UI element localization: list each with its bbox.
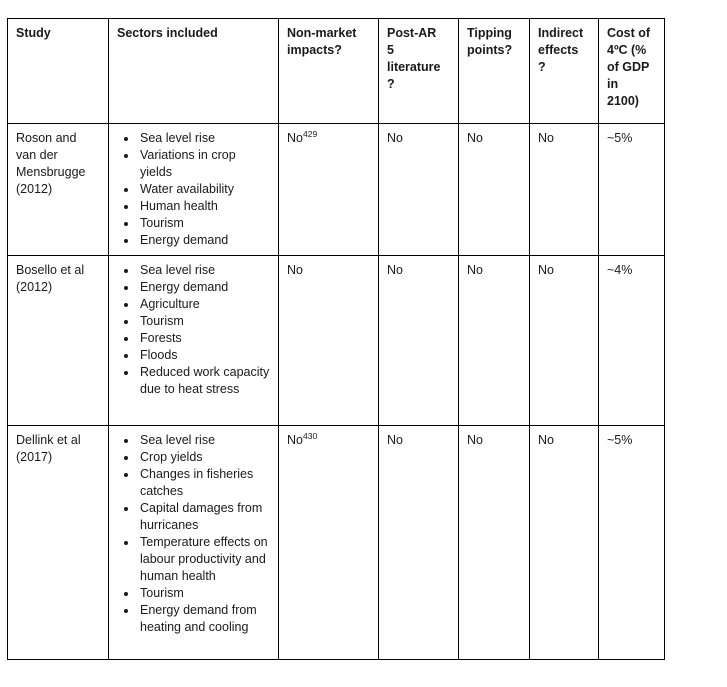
column-header-sectors: Sectors included	[108, 18, 279, 124]
sector-item: Capital damages from hurricanes	[138, 500, 270, 534]
study-name: Bosello et al (2012)	[16, 263, 85, 294]
tipping-points-cell: No	[458, 425, 530, 660]
non-market-value: No	[287, 131, 303, 145]
sector-item: Sea level rise	[138, 262, 270, 279]
column-header-study: Study	[7, 18, 109, 124]
sector-item: Energy demand from heating and cooling	[138, 602, 270, 636]
sector-item: Changes in fisheries catches	[138, 466, 270, 500]
sector-item: Sea level rise	[138, 130, 270, 147]
column-header-post-ar5: Post-AR 5 literature ?	[378, 18, 459, 124]
indirect-effects-cell: No	[529, 123, 599, 256]
sector-item: Energy demand	[138, 232, 270, 249]
sectors-cell: Sea level rise Energy demand Agriculture…	[108, 255, 279, 426]
indirect-effects-cell: No	[529, 425, 599, 660]
table-header-row: Study Sectors included Non-market impact…	[7, 18, 665, 124]
column-header-non-market: Non-market impacts?	[278, 18, 379, 124]
post-ar5-cell: No	[378, 123, 459, 256]
non-market-cell: No430	[278, 425, 379, 660]
post-ar5-cell: No	[378, 425, 459, 660]
cost-cell: ~4%	[598, 255, 665, 426]
column-header-indirect-effects: Indirect effects ?	[529, 18, 599, 124]
post-ar5-cell: No	[378, 255, 459, 426]
study-name: Roson and van der Mensbrugge (2012)	[16, 131, 86, 196]
sectors-list: Sea level rise Energy demand Agriculture…	[117, 262, 270, 398]
tipping-points-cell: No	[458, 255, 530, 426]
sector-item: Variations in crop yields	[138, 147, 270, 181]
sector-item: Reduced work capacity due to heat stress	[138, 364, 270, 398]
study-cell: Roson and van der Mensbrugge (2012)	[7, 123, 109, 256]
footnote-reference: 429	[302, 128, 318, 139]
sector-item: Tourism	[138, 585, 270, 602]
table-row: Roson and van der Mensbrugge (2012) Sea …	[7, 123, 665, 256]
tipping-points-cell: No	[458, 123, 530, 256]
sector-item: Human health	[138, 198, 270, 215]
study-cell: Bosello et al (2012)	[7, 255, 109, 426]
sectors-cell: Sea level rise Variations in crop yields…	[108, 123, 279, 256]
cost-cell: ~5%	[598, 123, 665, 256]
indirect-effects-cell: No	[529, 255, 599, 426]
sector-item: Agriculture	[138, 296, 270, 313]
sectors-list: Sea level rise Variations in crop yields…	[117, 130, 270, 249]
studies-comparison-table: Study Sectors included Non-market impact…	[7, 18, 665, 660]
sectors-list: Sea level rise Crop yields Changes in fi…	[117, 432, 270, 636]
column-header-tipping-points: Tipping points?	[458, 18, 530, 124]
sector-item: Crop yields	[138, 449, 270, 466]
sector-item: Tourism	[138, 313, 270, 330]
cost-cell: ~5%	[598, 425, 665, 660]
column-header-cost: Cost of 4ºC (% of GDP in 2100)	[598, 18, 665, 124]
study-name: Dellink et al (2017)	[16, 433, 81, 464]
non-market-value: No	[287, 263, 303, 277]
table-row: Dellink et al (2017) Sea level rise Crop…	[7, 425, 665, 660]
sector-item: Sea level rise	[138, 432, 270, 449]
sector-item: Temperature effects on labour productivi…	[138, 534, 270, 585]
sectors-cell: Sea level rise Crop yields Changes in fi…	[108, 425, 279, 660]
sector-item: Tourism	[138, 215, 270, 232]
non-market-cell: No	[278, 255, 379, 426]
sector-item: Water availability	[138, 181, 270, 198]
non-market-cell: No429	[278, 123, 379, 256]
non-market-value: No	[287, 433, 303, 447]
sector-item: Floods	[138, 347, 270, 364]
study-cell: Dellink et al (2017)	[7, 425, 109, 660]
table-row: Bosello et al (2012) Sea level rise Ener…	[7, 255, 665, 426]
sector-item: Energy demand	[138, 279, 270, 296]
sector-item: Forests	[138, 330, 270, 347]
footnote-reference: 430	[302, 430, 318, 441]
